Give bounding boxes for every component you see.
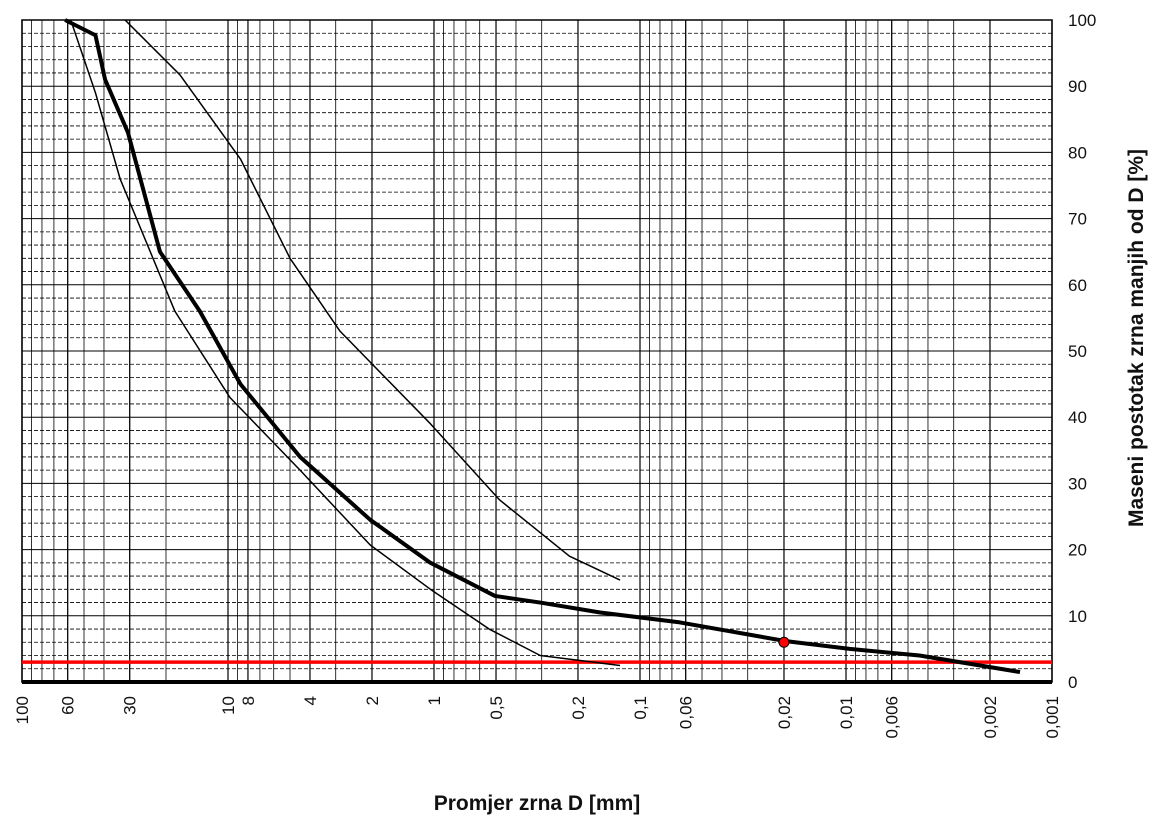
y-tick-label: 90 (1068, 77, 1087, 96)
y-tick-label: 60 (1068, 276, 1087, 295)
series-line (64, 18, 1021, 675)
x-tick-label: 0,06 (677, 696, 696, 729)
series-line (70, 19, 621, 667)
y-tick-label: 50 (1068, 342, 1087, 361)
x-tick-label: 0,5 (487, 696, 506, 720)
x-tick-label: 0,006 (883, 696, 902, 739)
y-tick-label: 100 (1068, 11, 1096, 30)
y-tick-label: 30 (1068, 474, 1087, 493)
x-tick-label: 2 (363, 696, 382, 705)
y-tick-label: 10 (1068, 607, 1087, 626)
x-tick-label: 10 (219, 696, 238, 715)
x-tick-label: 0,001 (1043, 696, 1062, 739)
y-tick-label: 80 (1068, 143, 1087, 162)
x-tick-label: 0,01 (837, 696, 856, 729)
y-tick-label: 40 (1068, 408, 1087, 427)
x-tick-label: 0,2 (569, 696, 588, 720)
x-tick-label: 4 (301, 696, 320, 705)
x-tick-label: 0,1 (631, 696, 650, 720)
y-axis-label: Maseni postotak zrna manjih od D [%] (1125, 149, 1148, 527)
marker-point (778, 636, 790, 648)
x-tick-label: 30 (121, 696, 140, 715)
y-tick-label: 0 (1068, 673, 1077, 692)
x-axis-label: Promjer zrna D [mm] (434, 792, 641, 815)
x-tick-label: 8 (239, 696, 258, 705)
x-tick-label: 1 (425, 696, 444, 705)
x-tick-label: 100 (13, 696, 32, 724)
x-tick-label: 0,02 (775, 696, 794, 729)
x-tick-label: 60 (59, 696, 78, 715)
y-tick-label: 70 (1068, 210, 1087, 229)
series-line (124, 19, 621, 581)
x-tick-label: 0,002 (981, 696, 1000, 739)
y-tick-label: 20 (1068, 541, 1087, 560)
